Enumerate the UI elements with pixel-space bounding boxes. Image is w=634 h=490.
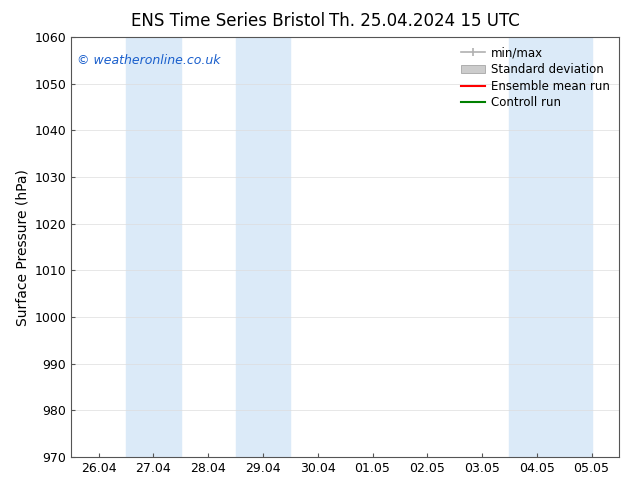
Bar (510, 37, 592, 457)
Text: © weatheronline.co.uk: © weatheronline.co.uk (77, 54, 220, 67)
Bar (236, 37, 290, 457)
Y-axis label: Surface Pressure (hPa): Surface Pressure (hPa) (15, 169, 29, 325)
Text: Th. 25.04.2024 15 UTC: Th. 25.04.2024 15 UTC (330, 12, 520, 30)
Bar (126, 37, 181, 457)
Legend: min/max, Standard deviation, Ensemble mean run, Controll run: min/max, Standard deviation, Ensemble me… (458, 43, 613, 113)
Text: ENS Time Series Bristol: ENS Time Series Bristol (131, 12, 325, 30)
